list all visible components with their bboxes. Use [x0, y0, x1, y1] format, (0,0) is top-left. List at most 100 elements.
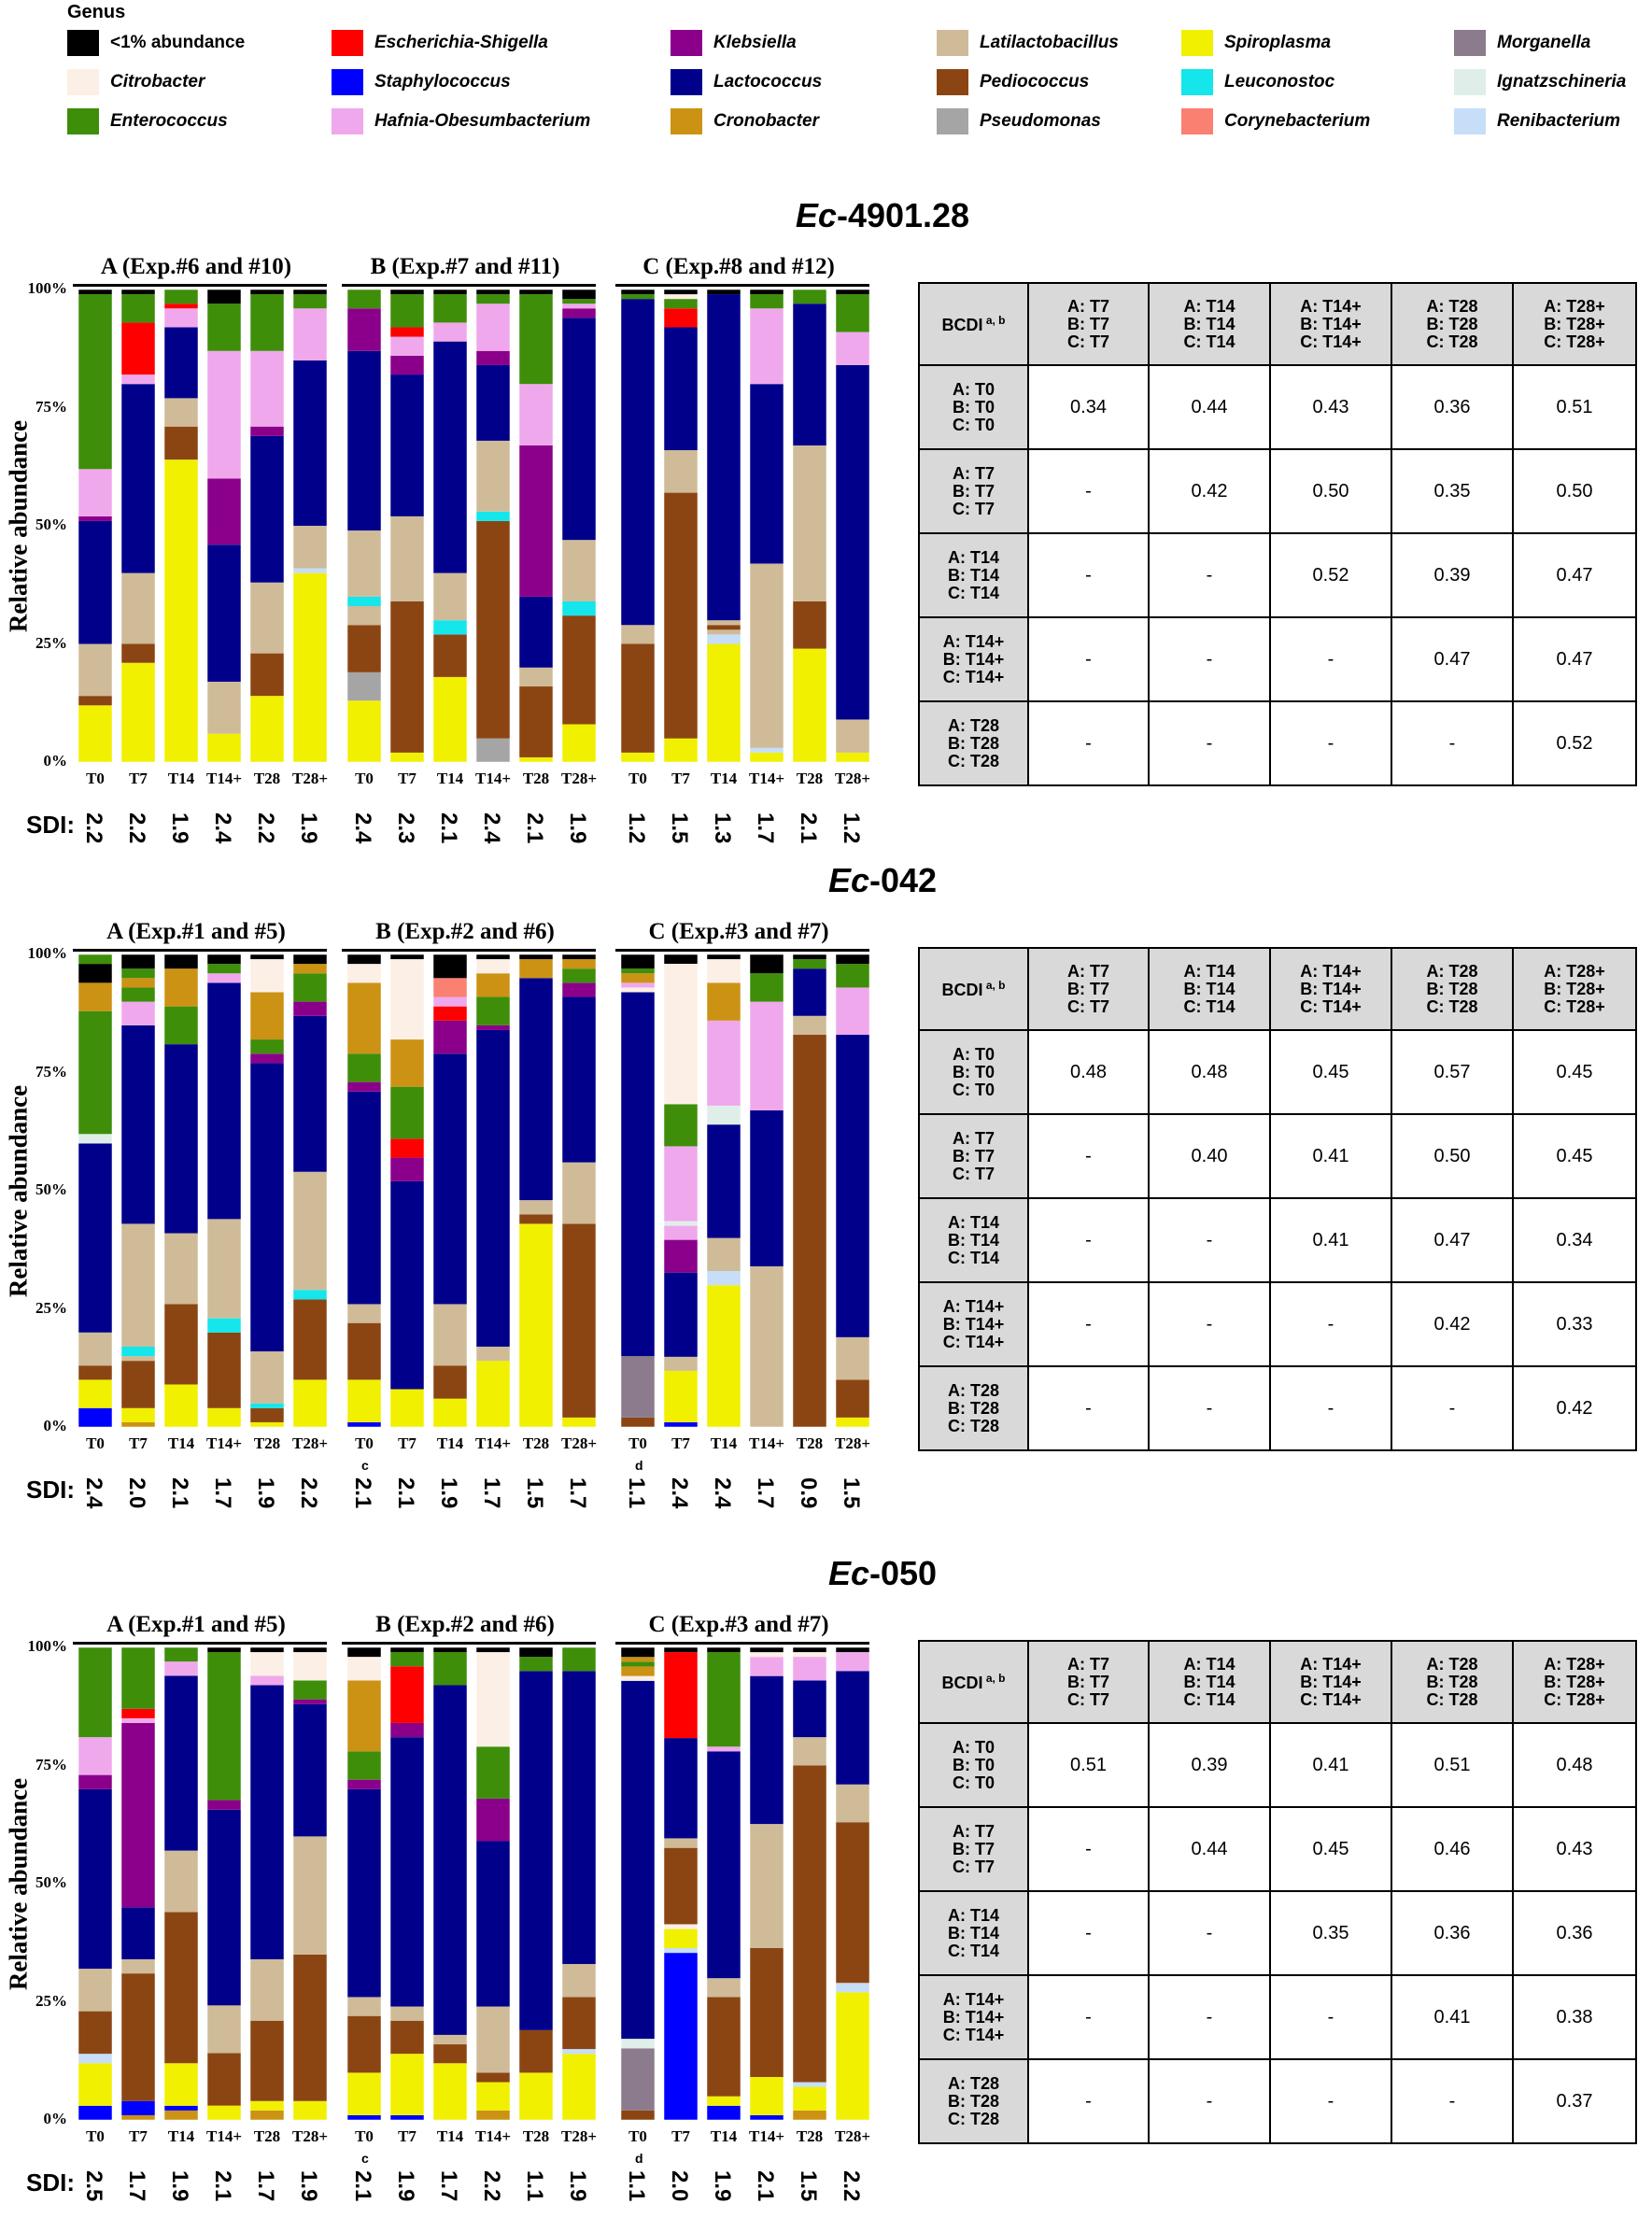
sdi-value: 1.2	[839, 812, 864, 844]
header-line: A: T7	[953, 463, 995, 483]
legend-item: Hafnia-Obesumbacterium	[332, 107, 590, 135]
bar-segment	[664, 299, 698, 309]
bar-segment	[390, 2020, 424, 2055]
bar-segment	[78, 1774, 112, 1789]
bar-segment	[621, 294, 655, 300]
header-line: A: T14	[947, 547, 999, 567]
header-line: C: T0	[953, 415, 995, 434]
strain-panel: Ec-050 Relative abundance 0% 25% 50% 75% 100% A…	[0, 1554, 1652, 2218]
bar-segment	[293, 526, 327, 569]
group-title: C (Exp.#3 and #7)	[648, 1612, 829, 1637]
bar-segment	[250, 1063, 284, 1352]
bar-outline	[835, 954, 870, 1428]
bar-outline	[292, 954, 328, 1428]
bar-segment	[433, 1006, 467, 1021]
bar-segment	[250, 435, 284, 583]
bar-segment	[476, 290, 510, 295]
bar-segment	[293, 1680, 327, 1700]
bar-segment	[347, 1680, 381, 1752]
header-line: A: T28	[947, 715, 999, 735]
bar-segment	[78, 469, 112, 516]
bar-segment	[78, 2011, 112, 2055]
bar-segment	[664, 738, 698, 762]
bar-segment	[164, 1233, 198, 1305]
bar-segment	[250, 1351, 284, 1404]
legend-label: Renibacterium	[1497, 111, 1620, 131]
bar-segment	[207, 964, 241, 974]
bar-segment	[250, 290, 284, 295]
table-cell: -	[1148, 1974, 1271, 2060]
bar-segment	[121, 1722, 155, 1908]
bar-segment	[433, 634, 467, 677]
legend-swatch	[671, 69, 702, 95]
bar-segment	[207, 290, 241, 304]
header-line: C: T28	[1426, 332, 1478, 351]
bar-segment	[78, 954, 112, 965]
y-tick-label: 75%	[35, 397, 67, 416]
bar-segment	[390, 1180, 424, 1390]
header-line: C: T14	[1183, 996, 1235, 1016]
bar-segment	[664, 1146, 698, 1222]
bar-segment	[433, 954, 467, 979]
x-tick-label: T14	[436, 1434, 464, 1452]
bar-segment	[390, 1652, 424, 1667]
bar-segment	[164, 304, 198, 309]
header-line: C: T14+	[1300, 332, 1362, 351]
bar-segment	[621, 2039, 655, 2049]
bar-segment	[476, 304, 510, 351]
bar-segment	[78, 1737, 112, 1775]
table-corner: BCDI a, b	[918, 1640, 1029, 1724]
bar-segment	[121, 1356, 155, 1362]
table-col-header: A: T28+ B: T28+ C: T28+	[1512, 1640, 1637, 1724]
bar-segment	[207, 2105, 241, 2120]
bar-segment	[164, 2105, 198, 2111]
x-tick-label: T28	[253, 2127, 281, 2145]
bar-segment	[476, 2110, 510, 2120]
bar-segment	[347, 1379, 381, 1422]
bar-segment	[347, 1997, 381, 2016]
bar-segment	[121, 978, 155, 988]
header-line: C: T7	[1067, 996, 1109, 1016]
bar-outline	[163, 289, 199, 763]
header-line: A: T28+	[1544, 296, 1605, 316]
bar-segment	[793, 2086, 826, 2111]
bar-segment	[164, 1384, 198, 1427]
table-col-header: A: T28 B: T28 C: T28	[1391, 947, 1514, 1031]
header-line: A: T0	[953, 379, 995, 399]
table-cell: 0.39	[1148, 1722, 1271, 1808]
sdi-value: 2.2	[479, 2170, 504, 2202]
table-cell: 0.48	[1512, 1722, 1637, 1808]
bar-segment	[347, 596, 381, 607]
bar-segment	[78, 1379, 112, 1408]
bar-outline	[475, 954, 511, 1428]
table-cell: -	[1391, 700, 1514, 786]
table-cell: -	[1148, 2058, 1271, 2144]
strain-title: Ec-4901.28	[742, 196, 1023, 235]
stacked-bar-chart	[72, 289, 870, 763]
bar-segment	[836, 1379, 869, 1418]
table-cell: -	[1027, 1890, 1150, 1976]
bar-segment	[433, 1652, 467, 1686]
bar-segment	[707, 1237, 741, 1272]
bar-segment	[78, 1332, 112, 1366]
bar-segment	[78, 1134, 112, 1144]
bar-segment	[476, 1746, 510, 1799]
table-row-header: A: T14 B: T14 C: T14	[918, 1890, 1029, 1976]
bar-segment	[121, 384, 155, 573]
legend-label: Ignatzschineria	[1497, 72, 1627, 92]
bar-segment	[347, 982, 381, 1054]
bar-segment	[164, 1675, 198, 1851]
header-line: A: T28	[1426, 296, 1478, 316]
y-tick-label: 100%	[27, 1637, 68, 1655]
bar-segment	[836, 1652, 869, 1672]
bar-segment	[750, 384, 784, 564]
table-row-header: A: T14+ B: T14+ C: T14+	[918, 1974, 1029, 2060]
legend-label: Lactococcus	[713, 72, 823, 92]
group-title: A (Exp.#1 and #5)	[106, 919, 286, 944]
bar-segment	[836, 364, 869, 720]
legend-swatch	[1454, 30, 1486, 56]
x-tick-label: T14+	[474, 770, 512, 787]
bar-segment	[347, 2114, 381, 2120]
bar-segment	[621, 1417, 655, 1427]
x-tick-label: T7	[129, 1434, 148, 1452]
